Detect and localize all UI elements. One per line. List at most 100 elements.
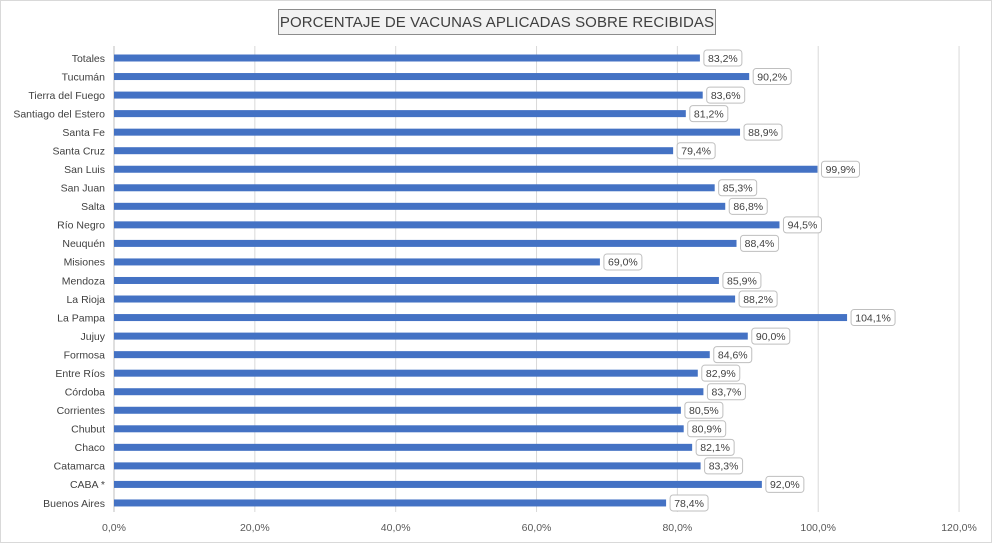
data-label: 88,4% <box>745 238 775 250</box>
bar <box>114 314 848 322</box>
bar <box>114 443 693 451</box>
bar <box>114 258 600 266</box>
data-label: 82,1% <box>700 442 730 454</box>
data-label: 81,2% <box>694 108 724 120</box>
data-label: 86,8% <box>733 201 763 213</box>
bar <box>114 295 736 303</box>
data-label: 99,9% <box>826 164 856 176</box>
bar <box>114 480 762 488</box>
category-label: Mendoza <box>62 275 105 287</box>
data-label-box <box>713 346 753 364</box>
data-label: 85,3% <box>723 183 753 195</box>
data-label: 78,4% <box>674 498 704 510</box>
bar <box>114 202 726 210</box>
data-label-box <box>752 68 792 86</box>
category-label: San Juan <box>61 183 106 195</box>
bar <box>114 91 703 99</box>
category-label: Jujuy <box>80 331 105 343</box>
x-tick-label: 100,0% <box>800 522 836 534</box>
data-label: 80,9% <box>692 424 722 436</box>
category-label: Santa Cruz <box>52 146 105 158</box>
data-label-box <box>820 160 860 178</box>
bar <box>114 221 780 229</box>
x-tick-label: 60,0% <box>522 522 552 534</box>
data-label: 85,9% <box>727 275 757 287</box>
data-label-box <box>706 86 746 104</box>
data-label: 83,3% <box>709 461 739 473</box>
category-label: Corrientes <box>57 405 105 417</box>
data-label: 90,0% <box>756 331 786 343</box>
bar <box>114 73 750 81</box>
category-label: La Rioja <box>66 294 105 306</box>
bar <box>114 499 667 507</box>
category-label: San Luis <box>64 164 105 176</box>
data-label: 80,5% <box>689 405 719 417</box>
category-label: Tierra del Fuego <box>28 90 105 102</box>
data-label-box <box>676 142 716 160</box>
bar <box>114 425 684 433</box>
category-label: Chaco <box>75 442 106 454</box>
category-label: Formosa <box>64 349 106 361</box>
data-label: 83,6% <box>711 90 741 102</box>
data-label: 79,4% <box>681 146 711 158</box>
data-label: 88,2% <box>743 294 773 306</box>
bar <box>114 54 700 62</box>
data-label: 88,9% <box>748 127 778 139</box>
data-label: 90,2% <box>757 71 787 83</box>
bar <box>114 239 737 247</box>
bar <box>114 462 701 470</box>
data-label-box <box>751 327 791 345</box>
data-label: 104,1% <box>855 312 891 324</box>
bar <box>114 165 818 173</box>
data-label: 94,5% <box>788 220 818 232</box>
data-label-box <box>695 438 735 456</box>
bar <box>114 406 681 414</box>
category-label: Misiones <box>64 257 105 269</box>
bar <box>114 184 715 192</box>
data-label-box <box>689 105 729 123</box>
category-label: Entre Ríos <box>55 368 105 380</box>
data-label-box <box>743 123 783 141</box>
category-label: Santiago del Estero <box>13 108 105 120</box>
data-label-box <box>701 364 741 382</box>
data-label-box <box>603 253 643 271</box>
data-label-box <box>704 457 744 475</box>
x-tick-label: 120,0% <box>941 522 977 534</box>
data-label-box <box>782 216 822 234</box>
category-label: Buenos Aires <box>43 498 105 510</box>
category-label: Santa Fe <box>62 127 105 139</box>
data-label-box <box>718 179 758 197</box>
data-label-box <box>728 197 768 215</box>
data-label-box <box>722 271 762 289</box>
data-label-box <box>687 420 727 438</box>
category-label: Neuquén <box>62 238 105 250</box>
bar <box>114 276 719 284</box>
data-label-box <box>703 49 743 67</box>
category-label: Catamarca <box>54 461 106 473</box>
bar <box>114 369 698 377</box>
bar <box>114 110 686 118</box>
data-label-box <box>684 401 724 419</box>
data-label: 92,0% <box>770 479 800 491</box>
x-tick-label: 0,0% <box>102 522 126 534</box>
data-label-box <box>706 383 746 401</box>
category-label: Tucumán <box>62 71 106 83</box>
x-tick-label: 80,0% <box>662 522 692 534</box>
category-label: La Pampa <box>57 312 105 324</box>
bar <box>114 332 748 340</box>
data-label-box <box>740 234 780 252</box>
bar <box>114 147 674 155</box>
x-tick-label: 20,0% <box>240 522 270 534</box>
bar <box>114 351 710 359</box>
category-label: CABA * <box>70 479 105 491</box>
category-label: Chubut <box>71 424 105 436</box>
data-label-box <box>765 475 805 493</box>
data-label-box <box>850 309 896 327</box>
data-label: 83,2% <box>708 53 738 65</box>
x-tick-label: 40,0% <box>381 522 411 534</box>
category-label: Salta <box>81 201 105 213</box>
data-label-box <box>669 494 709 512</box>
data-label: 84,6% <box>718 349 748 361</box>
